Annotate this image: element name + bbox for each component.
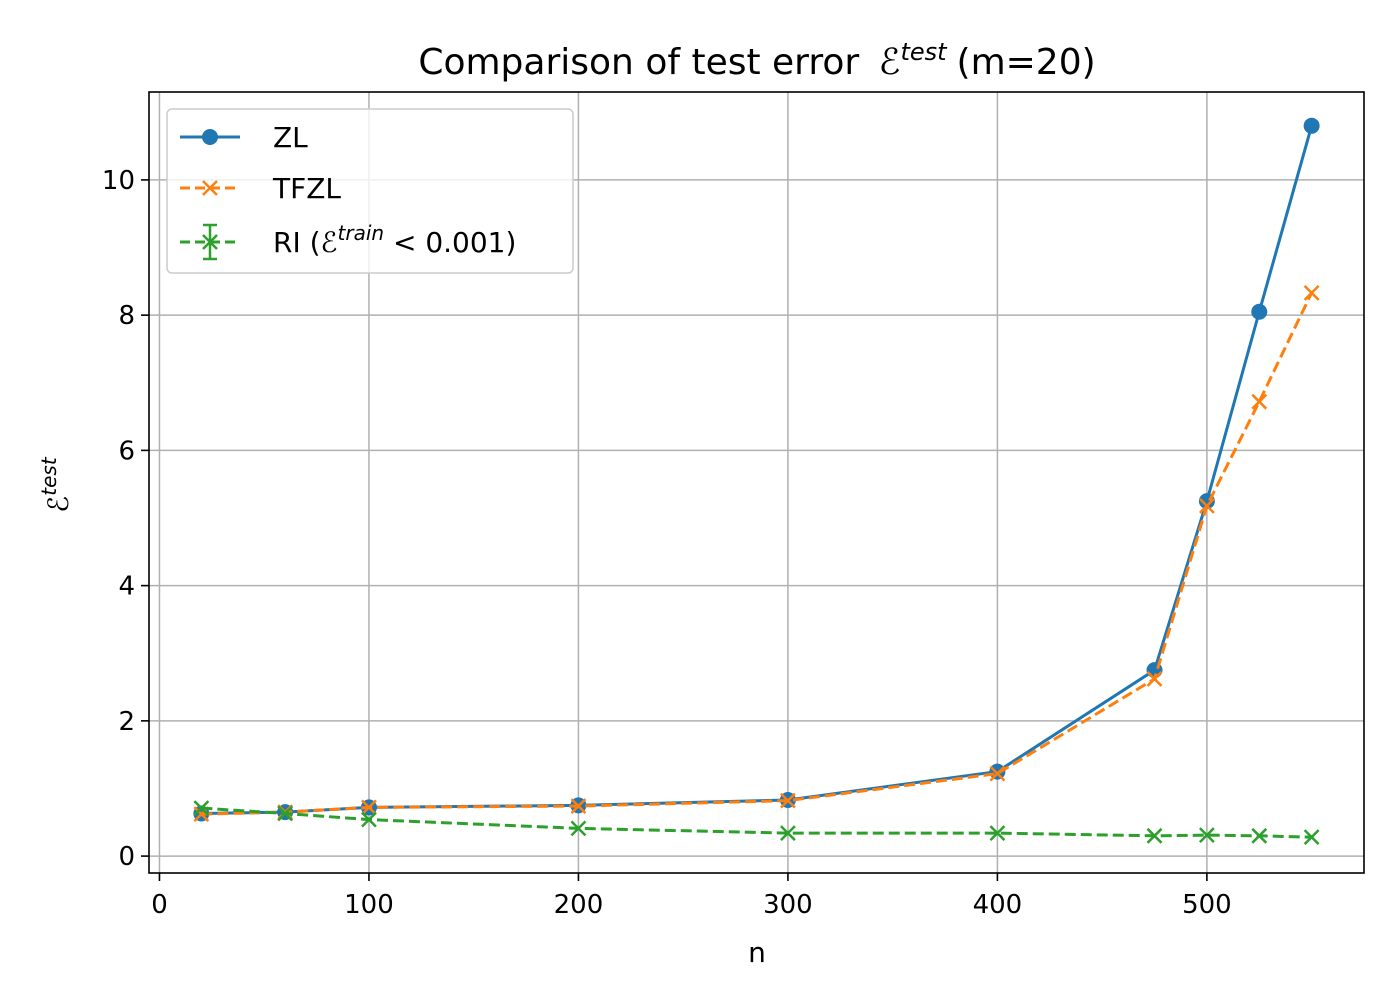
point-ri-4 — [780, 825, 796, 841]
y-axis-label-sup: test — [37, 456, 61, 496]
legend-label-tfzl: TFZL — [272, 172, 341, 205]
y-axis-label: ℰtest — [37, 456, 75, 513]
y-tick-label-3: 6 — [118, 436, 135, 466]
chart-title: Comparison of test error ℰtest (m=20) — [418, 38, 1095, 83]
series-line-tfzl — [201, 292, 1313, 816]
point-ri-2 — [361, 811, 377, 828]
point-tfzl-7 — [1199, 497, 1215, 514]
legend-marker-tfzl — [202, 180, 218, 196]
chart-title-symbol-sup: test — [900, 38, 948, 66]
series-ri — [193, 800, 1320, 846]
axes-frame — [148, 91, 1365, 874]
legend-label-ri-symbol: ℰ — [321, 226, 338, 259]
chart-title-main: Comparison of test error — [418, 42, 859, 83]
plot-series — [193, 117, 1320, 846]
point-ri-1 — [277, 805, 294, 822]
chart-title-symbol: ℰ — [879, 42, 901, 83]
x-tick-label-3: 300 — [763, 890, 813, 920]
legend-box — [166, 108, 574, 274]
legend-label-ri-suffix: < 0.001) — [384, 226, 516, 259]
x-tick-label-2: 200 — [554, 890, 604, 920]
point-ri-7 — [1199, 827, 1215, 844]
legend-label-ri-prefix: RI ( — [273, 226, 321, 259]
point-zl-8 — [1251, 303, 1268, 320]
y-tick-label-2: 4 — [118, 572, 135, 602]
point-ri-0 — [193, 800, 210, 816]
series-tfzl — [193, 284, 1320, 823]
x-tick-label-1: 100 — [344, 890, 394, 920]
point-tfzl-9 — [1303, 284, 1320, 301]
legend: ZL TFZL RI (ℰtrain < 0.001) — [166, 108, 574, 274]
x-axis-label: n — [748, 936, 766, 969]
y-tick-label-4: 8 — [118, 301, 135, 331]
y-axis-label-symbol: ℰ — [42, 496, 75, 513]
x-tick-label-4: 400 — [973, 890, 1023, 920]
point-zl-9 — [1303, 117, 1320, 134]
point-ri-9 — [1303, 829, 1320, 846]
point-tfzl-8 — [1251, 393, 1268, 410]
y-tick-label-5: 10 — [102, 166, 135, 196]
legend-label-ri-sup: train — [338, 221, 385, 245]
point-ri-5 — [989, 825, 1006, 841]
point-tfzl-4 — [780, 792, 796, 809]
point-tfzl-5 — [989, 765, 1006, 782]
point-tfzl-2 — [361, 799, 377, 816]
x-tick-label-0: 0 — [151, 890, 168, 920]
y-tick-label-1: 2 — [118, 707, 135, 737]
chart-title-suffix: (m=20) — [957, 42, 1096, 83]
point-tfzl-3 — [570, 798, 587, 814]
legend-label-ri: RI (ℰtrain < 0.001) — [273, 221, 516, 259]
y-axis-ticks: 0 2 4 6 8 10 — [102, 166, 149, 872]
y-tick-label-0: 0 — [118, 842, 135, 872]
point-tfzl-6 — [1146, 671, 1163, 687]
legend-marker-ri — [202, 234, 218, 250]
legend-label-zl: ZL — [273, 121, 308, 154]
legend-marker-zl — [202, 129, 218, 145]
x-tick-label-5: 500 — [1182, 890, 1232, 920]
series-line-ri — [201, 806, 1312, 839]
x-axis-ticks: 0 100 200 300 400 500 — [151, 873, 1232, 920]
point-ri-8 — [1251, 827, 1268, 844]
point-ri-6 — [1146, 827, 1163, 844]
point-ri-3 — [570, 820, 587, 837]
